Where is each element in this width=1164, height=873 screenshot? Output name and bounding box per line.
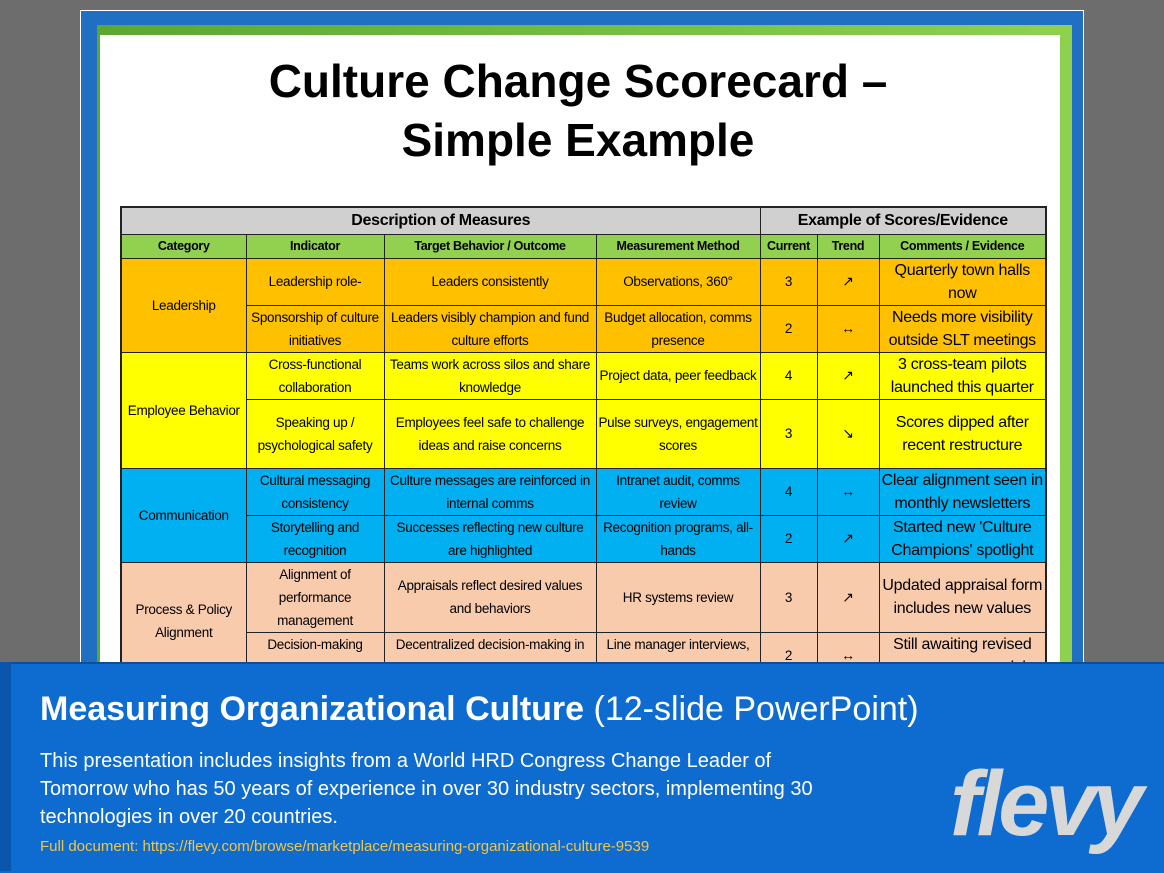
logo: flevy <box>950 753 1144 855</box>
column-header-row: Category Indicator Target Behavior / Outco… <box>120 233 1047 259</box>
table-cell: 4 <box>759 351 818 400</box>
table-cell: ↘ <box>816 398 880 469</box>
scorecard-table: Description of Measures Example of Scores… <box>120 206 1048 728</box>
column-header: Trend <box>816 233 880 259</box>
table-cell: Intranet audit, comms review <box>595 467 761 516</box>
banner-heading: Measuring Organizational Culture (12-sli… <box>40 690 919 729</box>
table-cell: Quarterly town halls now <box>878 257 1047 306</box>
table-cell: Budget allocation, comms presence <box>595 304 761 353</box>
banner-description: This presentation includes insights from… <box>40 750 813 828</box>
table-cell: Pulse surveys, engagement scores <box>595 398 761 469</box>
banner-title: Measuring Organizational Culture <box>40 690 585 728</box>
table-cell: Alignment of performance management <box>245 561 385 633</box>
table-cell: 3 <box>759 561 818 633</box>
slide-title: Simple Example <box>401 114 755 166</box>
column-header: Comments / Evidence <box>878 233 1047 259</box>
table-cell: Appraisals reflect desired values and be… <box>383 561 597 633</box>
column-header: Measurement Method <box>595 233 761 259</box>
table-row: Storytelling and recognition Successes re… <box>121 514 1047 563</box>
table-cell: 3 cross-team pilots launched this quarte… <box>878 351 1047 400</box>
table-cell: Sponsorship of culture initiatives <box>245 304 385 353</box>
table-cell: Cultural messaging consistency <box>245 467 385 516</box>
table-cell: HR systems review <box>595 561 761 633</box>
table-cell: ↔ <box>816 467 880 516</box>
table-row: Decision-making authorityDecentralized d… <box>121 631 1047 680</box>
table-cell: 2 <box>759 514 818 563</box>
column-header: Category <box>120 233 247 259</box>
table-cell: Clear alignment seen in monthly newslett… <box>878 467 1047 516</box>
document-link[interactable]: Full document: https://flevy.com/browse/… <box>40 838 650 855</box>
banner-subtitle: (12-slide PowerPoint) <box>593 690 919 728</box>
table-cell: Speaking up / psychological safety <box>245 398 385 469</box>
table-cell: Recognition programs, all-hands <box>595 514 761 563</box>
table-row: Process & Policy Alignment Alignment of p… <box>120 561 1047 680</box>
table-cell: 4 <box>759 467 818 516</box>
table-cell: Teams work across silos and share knowle… <box>383 351 597 400</box>
table-cell: ↗ <box>816 257 880 306</box>
table-cell: Observations, 360° <box>595 257 761 306</box>
category-cell: Employee Behavior <box>120 351 247 469</box>
header-group-row: Description of Measures Example of Scores… <box>120 206 1047 235</box>
slide-title: Culture Change Scorecard – <box>268 55 888 107</box>
table-cell: 3 <box>759 398 818 469</box>
column-header: Current <box>759 233 818 259</box>
table-cell: ↗ <box>816 561 880 633</box>
header-group: Example of Scores/Evidence <box>759 206 1047 235</box>
table-cell: Leaders visibly champion and fund cultur… <box>383 304 597 353</box>
table-row: Communication Cultural messaging consiste… <box>120 467 1047 563</box>
table-cell: ↗ <box>816 351 880 400</box>
table-cell: 2 <box>759 304 818 353</box>
table-cell: Scores dipped after recent restructure <box>878 398 1047 469</box>
table-row: Sponsorship of culture initiatives Leader… <box>121 304 1047 353</box>
table-cell: Project data, peer feedback <box>595 351 761 400</box>
table-cell: Successes reflecting new culture are hig… <box>383 514 597 563</box>
table-row: Employee Behavior Cross-functional collab… <box>120 351 1047 469</box>
category-cell: Communication <box>120 467 247 563</box>
table-cell: ↔ <box>816 304 880 353</box>
table-cell: 3 <box>759 257 818 306</box>
table-cell: Culture messages are reinforced in inter… <box>383 467 597 516</box>
table-row: Speaking up / psychological safety Employ… <box>121 398 1047 469</box>
banner-strip <box>0 662 11 871</box>
table-cell: Storytelling and recognition <box>245 514 385 563</box>
table-cell: Leaders consistently <box>383 257 597 306</box>
banner <box>0 662 1164 873</box>
table-cell: Cross-functional collaboration <box>245 351 385 400</box>
table-row: Leadership Leadership role- Leaders consis… <box>120 257 1047 353</box>
column-header: Indicator <box>245 233 385 259</box>
table-cell: Updated appraisal form includes new valu… <box>878 561 1047 633</box>
category-cell: Leadership <box>120 257 247 353</box>
table-cell: Leadership role- <box>245 257 385 306</box>
column-header: Target Behavior / Outcome <box>383 233 597 259</box>
table-cell: ↗ <box>816 514 880 563</box>
table-cell: Needs more visibility outside SLT meetin… <box>878 304 1047 353</box>
header-group: Description of Measures <box>120 206 761 235</box>
table-cell: Started new 'Culture Champions' spotligh… <box>878 514 1047 563</box>
table-cell: Employees feel safe to challenge ideas a… <box>383 398 597 469</box>
